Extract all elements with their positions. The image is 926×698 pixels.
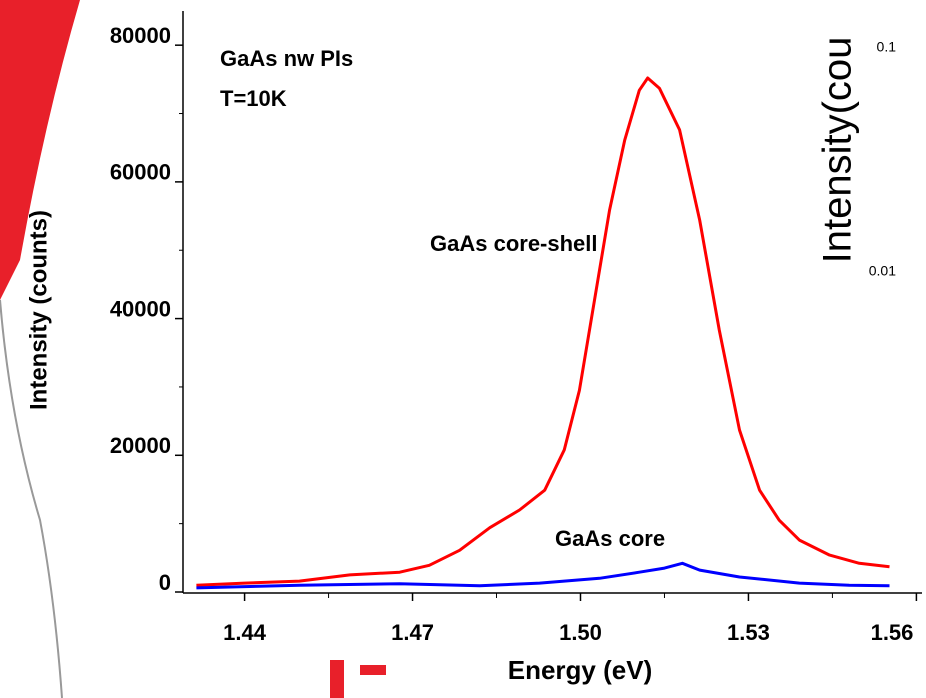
x-tick-label: 1.56 — [871, 620, 914, 645]
x-axis-label: Energy (eV) — [508, 655, 653, 685]
annotation: GaAs core-shell — [430, 231, 598, 256]
annotation: GaAs core — [555, 526, 665, 551]
background-swoosh — [0, 0, 80, 300]
x-tick-label: 1.53 — [727, 620, 770, 645]
y-axis-label: Intensity (counts) — [25, 210, 52, 410]
y-tick-label: 60000 — [110, 160, 171, 185]
y-tick-label: 20000 — [110, 433, 171, 458]
bg-tick: 0.01 — [869, 263, 896, 279]
background-logo — [330, 660, 386, 698]
x-tick-label: 1.50 — [559, 620, 602, 645]
y-tick-label: 80000 — [110, 23, 171, 48]
series-line — [196, 76, 890, 587]
y-tick-label: 40000 — [110, 296, 171, 321]
bg-y-label: Intensity(cou — [816, 37, 860, 264]
annotation: T=10K — [220, 86, 287, 111]
x-tick-label: 1.44 — [223, 620, 267, 645]
x-tick-label: 1.47 — [391, 620, 434, 645]
bg-tick: 0.1 — [877, 39, 897, 55]
series-line — [196, 561, 890, 590]
background-curve — [0, 299, 63, 698]
y-tick-label: 0 — [159, 570, 171, 595]
annotation: GaAs nw PIs — [220, 46, 353, 71]
